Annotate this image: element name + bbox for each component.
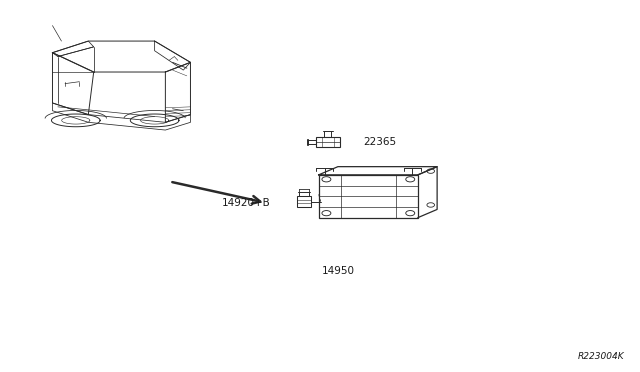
Bar — [319, 175, 418, 218]
Text: 22365: 22365 — [364, 137, 397, 147]
Bar — [297, 196, 311, 207]
Text: 14950: 14950 — [321, 266, 355, 276]
Text: R223004K: R223004K — [577, 352, 624, 361]
Text: 14920+B: 14920+B — [222, 198, 271, 208]
Bar — [316, 137, 340, 147]
